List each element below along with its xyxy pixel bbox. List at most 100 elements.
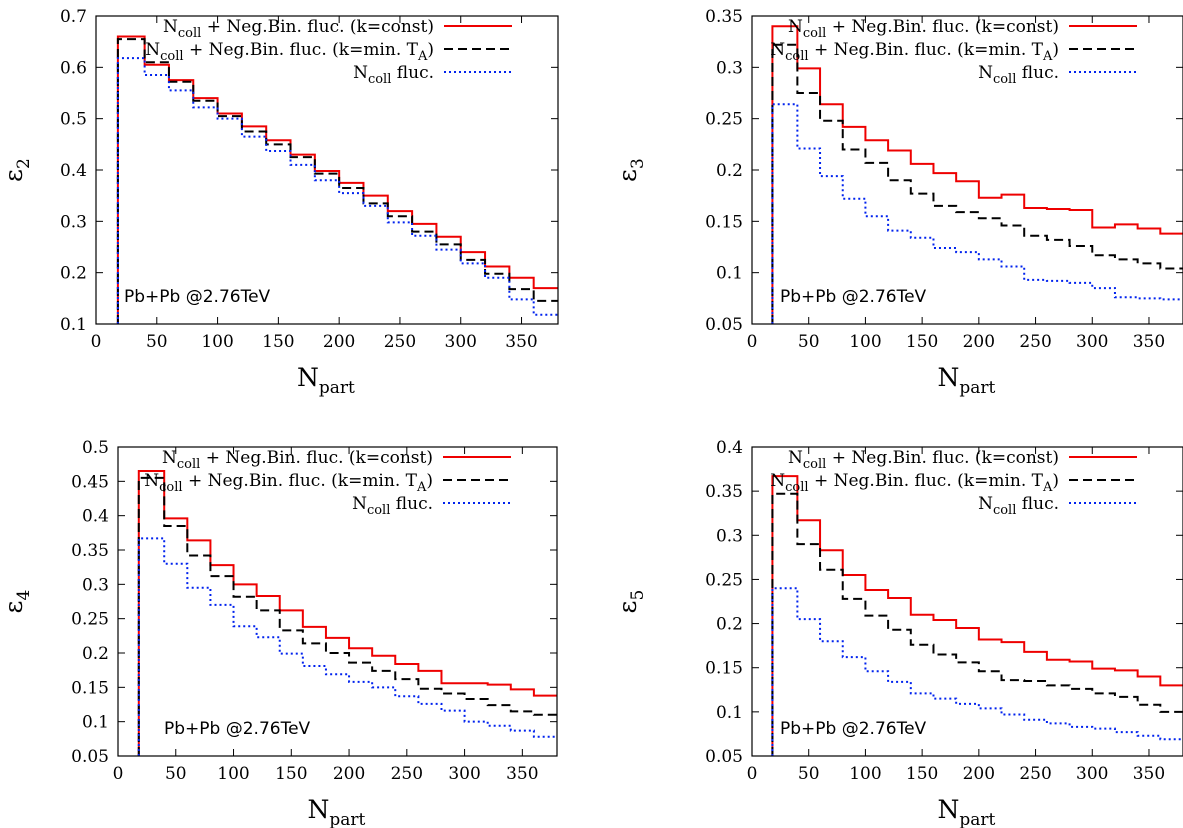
y-tick-label: 0.25 — [705, 570, 743, 590]
series-line-2 — [771, 43, 1183, 324]
x-axis-title: Npart — [938, 363, 996, 398]
x-tick-label: 250 — [384, 332, 416, 352]
y-tick-label: 0.25 — [705, 110, 743, 130]
y-tick-label: 0.5 — [82, 438, 109, 458]
y-tick-label: 0.1 — [82, 713, 109, 733]
plot-frame — [751, 446, 1183, 757]
x-tick-label: 300 — [445, 332, 477, 352]
x-tick-label: 250 — [1019, 764, 1051, 784]
y-tick-label: 0.35 — [71, 541, 109, 561]
y-tick-label: 0.2 — [60, 264, 87, 284]
legend-label-1: Ncoll + Neg.Bin. fluc. (k=const) — [163, 17, 434, 41]
chart-panel-4: 0 50 100 150 200 250 300 350 0.05 0.1 0.15 0.2 0.25 0… — [613, 438, 1183, 828]
series-line-3 — [116, 57, 558, 324]
x-tick-label: 150 — [906, 332, 938, 352]
y-tick-label: 0.45 — [71, 472, 109, 492]
legend-label-2: Ncoll + Neg.Bin. fluc. (k=min. TA) — [144, 471, 433, 495]
x-tick-label: 200 — [963, 764, 995, 784]
x-tick-label: 0 — [91, 332, 102, 352]
y-tick-label: 0.15 — [71, 678, 109, 698]
x-tick-label: 250 — [1019, 332, 1051, 352]
series-line-2 — [116, 38, 558, 324]
series-line-2 — [771, 492, 1183, 756]
y-tick-label: 0.05 — [705, 747, 743, 767]
legend-label-1: Ncoll + Neg.Bin. fluc. (k=const) — [788, 17, 1059, 41]
x-axis-title: Npart — [938, 795, 996, 828]
x-tick-label: 300 — [1076, 764, 1108, 784]
chart-panel-1: 0 50 100 150 200 250 300 350 0.1 0.2 0.3 0.4 0.5 0.6 0… — [0, 7, 559, 398]
y-tick-label: 0.7 — [60, 7, 87, 27]
chart-panel-3: 0 50 100 150 200 250 300 350 0.05 0.1 0.15 0.2 0.25 0… — [0, 438, 558, 828]
series-group — [116, 35, 558, 324]
plot-frame — [751, 15, 1183, 325]
x-tick-label: 150 — [262, 332, 294, 352]
legend-label-3: Ncoll fluc. — [353, 63, 434, 87]
series-group — [771, 25, 1183, 324]
legend-label-3: Ncoll fluc. — [978, 63, 1059, 87]
y-tick-label: 0.35 — [705, 7, 743, 27]
x-tick-label: 100 — [217, 764, 249, 784]
series-line-1 — [137, 470, 557, 756]
legend-label-3: Ncoll fluc. — [352, 494, 433, 518]
plot-frame — [117, 446, 558, 757]
x-axis-title: Npart — [308, 795, 366, 828]
y-tick-label: 0.2 — [716, 161, 743, 181]
series-group — [771, 475, 1183, 756]
x-tick-label: 150 — [275, 764, 307, 784]
y-axis-title: ε3 — [613, 158, 648, 182]
y-tick-label: 0.1 — [716, 703, 743, 723]
x-tick-label: 300 — [1076, 332, 1108, 352]
y-tick-label: 0.1 — [60, 315, 87, 335]
x-tick-label: 0 — [747, 332, 758, 352]
y-tick-label: 0.6 — [60, 58, 87, 78]
x-tick-label: 200 — [963, 332, 995, 352]
legend-label-1: Ncoll + Neg.Bin. fluc. (k=const) — [162, 448, 433, 472]
annotation-collision-system: Pb+Pb @2.76TeV — [124, 287, 271, 307]
y-axis-title: ε5 — [613, 590, 648, 614]
series-line-2 — [137, 476, 557, 756]
y-tick-label: 0.4 — [60, 161, 87, 181]
y-tick-label: 0.15 — [705, 659, 743, 679]
y-tick-label: 0.05 — [705, 315, 743, 335]
series-line-1 — [771, 25, 1183, 324]
y-tick-label: 0.3 — [82, 575, 109, 595]
x-tick-label: 50 — [146, 332, 168, 352]
legend-label-2: Ncoll + Neg.Bin. fluc. (k=min. TA) — [770, 40, 1059, 64]
x-tick-label: 100 — [849, 332, 881, 352]
x-tick-label: 0 — [113, 764, 124, 784]
series-group — [137, 470, 557, 756]
x-tick-label: 300 — [448, 764, 480, 784]
x-tick-label: 150 — [906, 764, 938, 784]
annotation-collision-system: Pb+Pb @2.76TeV — [164, 719, 311, 739]
legend-label-1: Ncoll + Neg.Bin. fluc. (k=const) — [788, 448, 1059, 472]
x-axis-title: Npart — [297, 363, 355, 398]
x-tick-label: 250 — [391, 764, 423, 784]
y-tick-label: 0.4 — [82, 507, 109, 527]
legend-label-2: Ncoll + Neg.Bin. fluc. (k=min. TA) — [145, 40, 434, 64]
x-tick-label: 50 — [165, 764, 187, 784]
y-tick-label: 0.5 — [60, 110, 87, 130]
x-tick-label: 200 — [323, 332, 355, 352]
x-tick-label: 350 — [1133, 764, 1165, 784]
y-tick-label: 0.3 — [60, 212, 87, 232]
y-tick-label: 0.15 — [705, 212, 743, 232]
y-tick-label: 0.1 — [716, 264, 743, 284]
x-tick-label: 350 — [505, 332, 537, 352]
x-tick-label: 200 — [333, 764, 365, 784]
y-tick-label: 0.2 — [716, 615, 743, 635]
series-line-1 — [116, 35, 558, 324]
x-tick-label: 50 — [798, 332, 820, 352]
y-tick-label: 0.4 — [716, 438, 743, 458]
y-tick-label: 0.35 — [705, 482, 743, 502]
annotation-collision-system: Pb+Pb @2.76TeV — [780, 287, 927, 307]
x-tick-label: 350 — [506, 764, 538, 784]
legend-label-3: Ncoll fluc. — [978, 494, 1059, 518]
series-line-3 — [771, 587, 1183, 756]
x-tick-label: 100 — [201, 332, 233, 352]
series-line-3 — [771, 103, 1183, 324]
y-tick-label: 0.3 — [716, 58, 743, 78]
legend-label-2: Ncoll + Neg.Bin. fluc. (k=min. TA) — [770, 471, 1059, 495]
x-tick-label: 100 — [849, 764, 881, 784]
x-tick-label: 350 — [1133, 332, 1165, 352]
